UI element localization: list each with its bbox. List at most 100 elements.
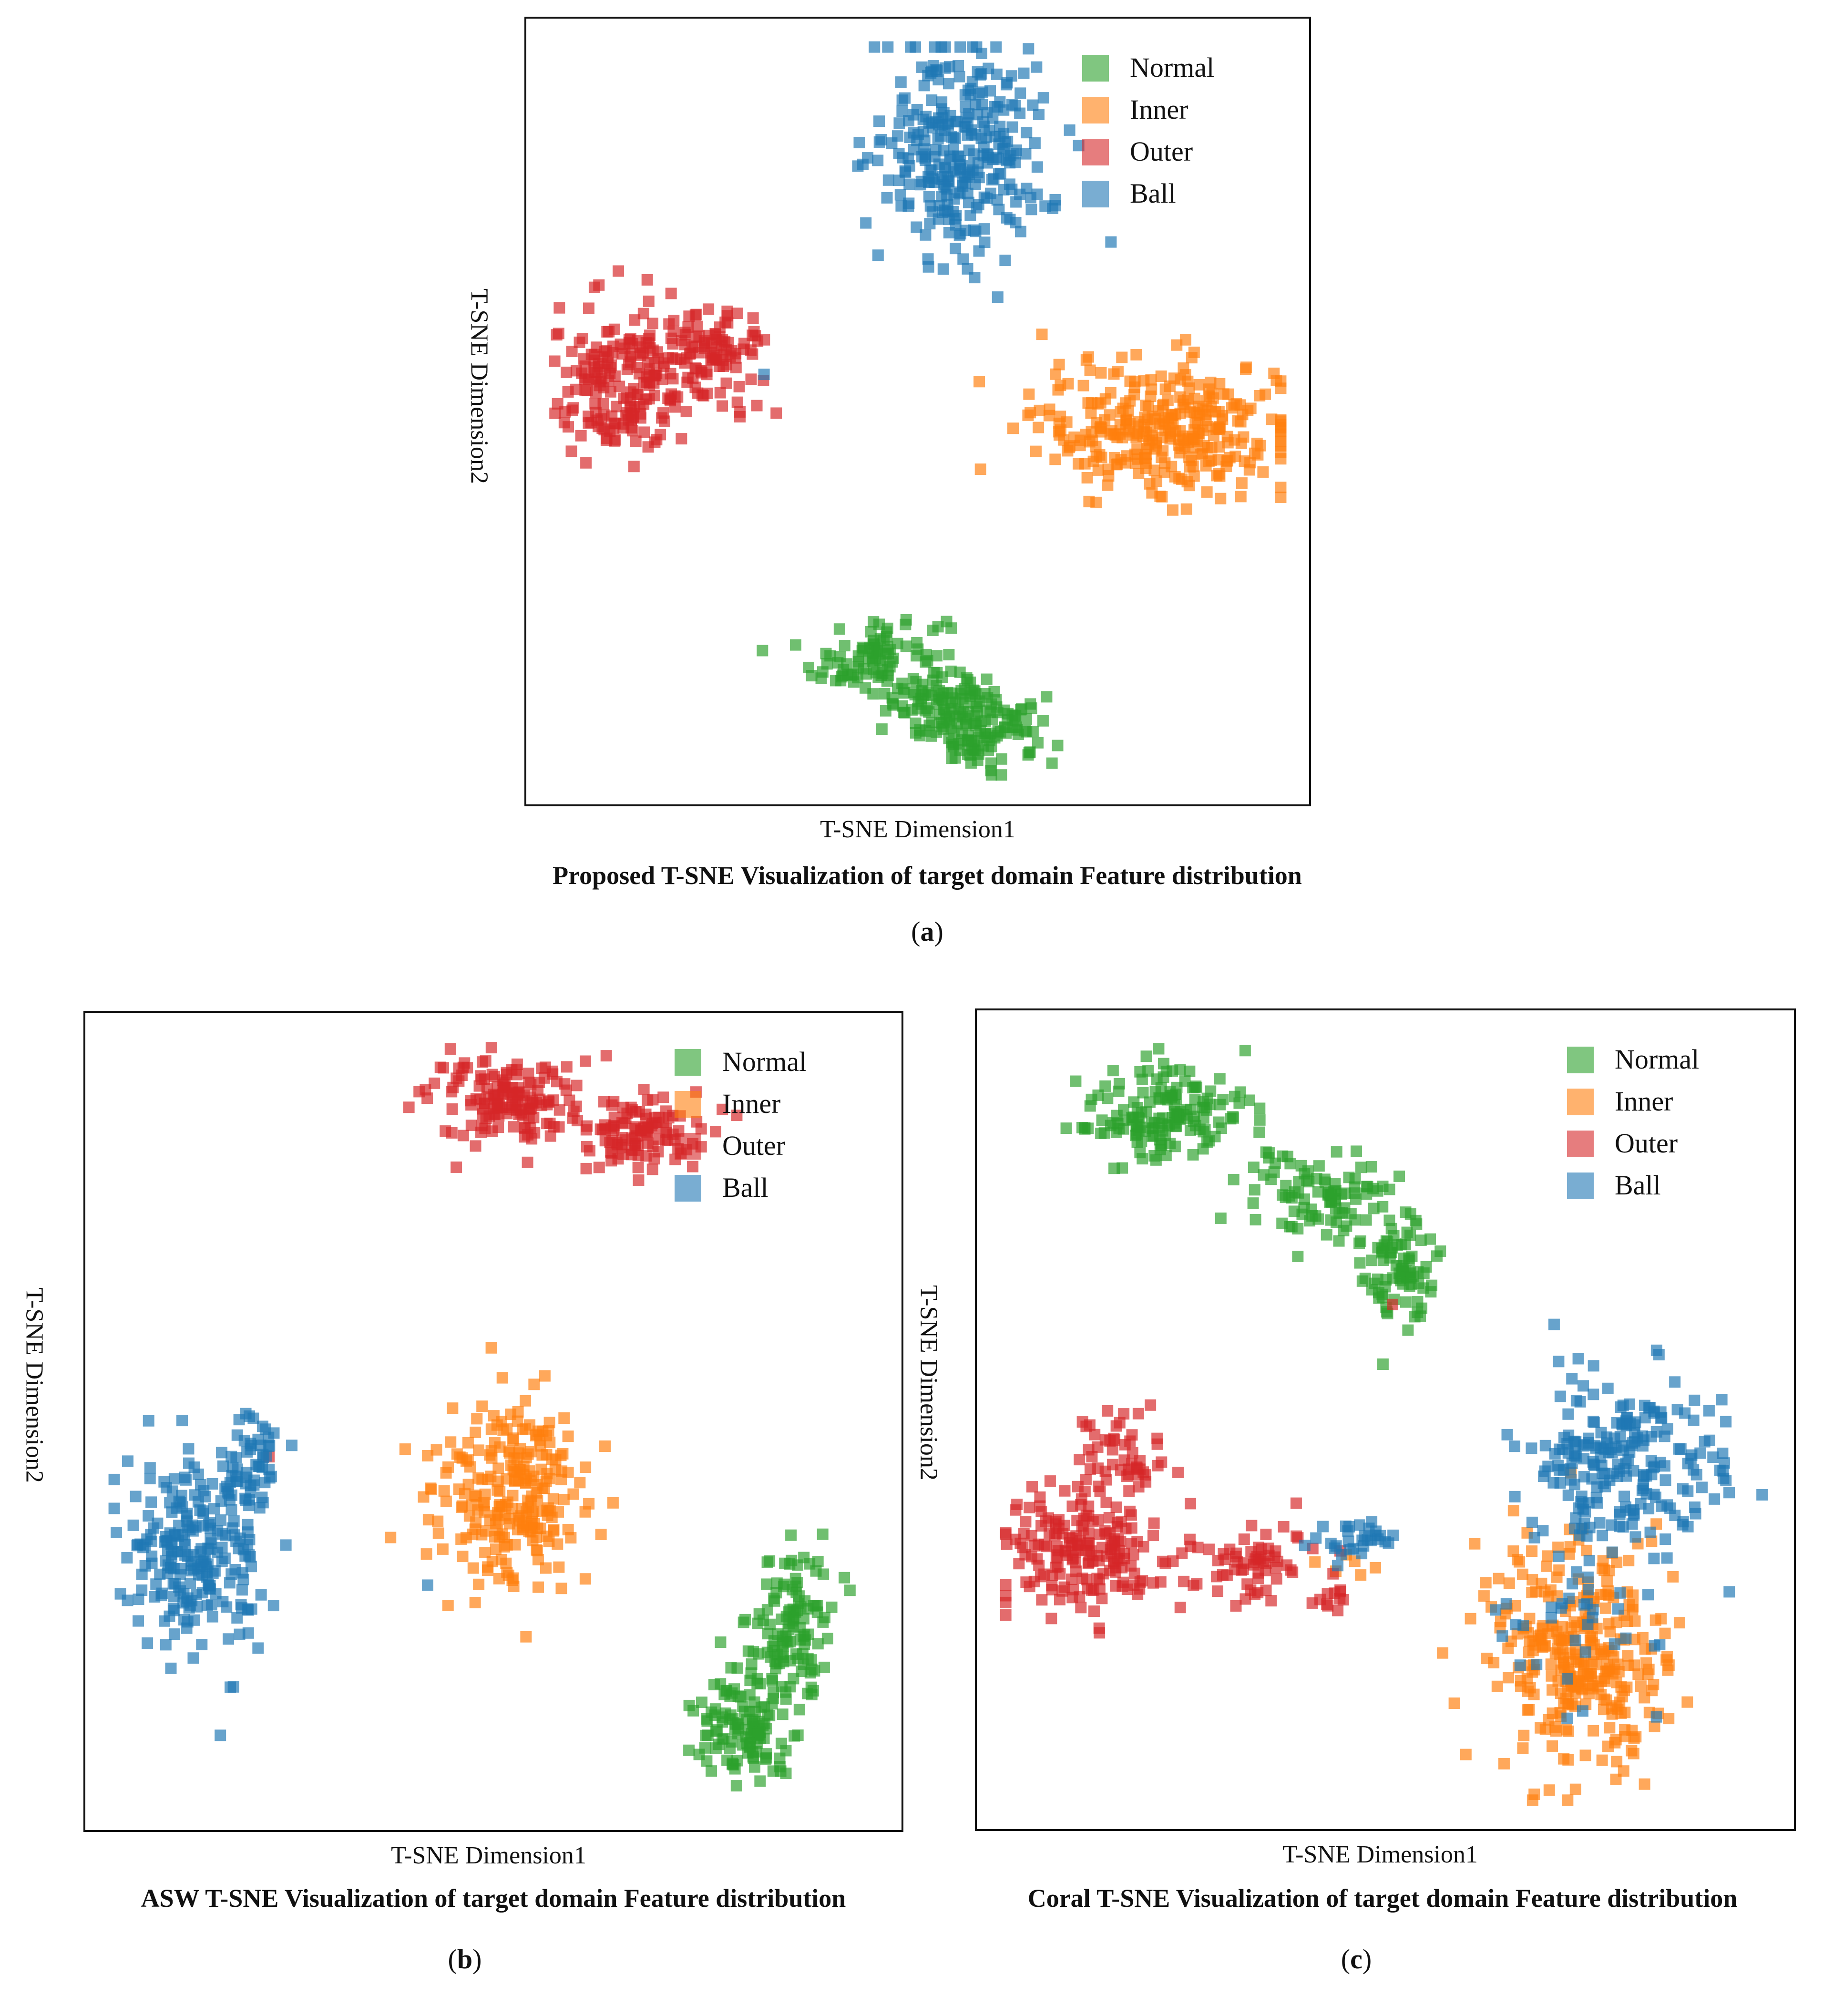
point-ball <box>1554 1477 1566 1489</box>
point-inner <box>1266 413 1278 425</box>
point-inner <box>1102 463 1114 475</box>
point-outer <box>722 337 734 349</box>
point-ball <box>926 94 938 106</box>
point-outer <box>1092 1514 1104 1526</box>
point-normal <box>844 1584 856 1596</box>
point-ball <box>182 1521 194 1533</box>
point-inner <box>1275 440 1287 452</box>
point-inner <box>973 376 985 388</box>
point-normal <box>1197 1101 1209 1113</box>
point-normal <box>1402 1324 1414 1336</box>
point-inner <box>447 1402 459 1414</box>
point-ball <box>1621 1411 1633 1423</box>
point-ball <box>1577 1705 1588 1717</box>
point-outer <box>594 380 605 391</box>
point-inner <box>1082 351 1094 363</box>
point-inner <box>1543 1784 1555 1796</box>
point-ball <box>1509 1440 1521 1452</box>
point-inner <box>1562 1794 1574 1806</box>
point-normal <box>1330 1203 1342 1214</box>
point-inner <box>432 1527 444 1539</box>
point-ball <box>231 1612 243 1624</box>
point-normal <box>1009 710 1021 722</box>
point-inner <box>974 463 986 475</box>
point-outer <box>1278 1521 1290 1533</box>
point-outer <box>553 328 564 339</box>
point-ball <box>191 1589 203 1601</box>
point-normal <box>782 1636 794 1648</box>
scatter-plot-a: Normal Inner Outer Ball <box>524 17 1311 806</box>
point-ball <box>869 41 881 53</box>
point-normal <box>1404 1208 1416 1220</box>
point-ball <box>121 1552 133 1564</box>
point-outer <box>1157 1555 1169 1567</box>
point-ball <box>1031 188 1043 200</box>
point-normal <box>767 1765 779 1777</box>
point-inner <box>1023 388 1035 400</box>
point-inner <box>425 1483 437 1495</box>
point-normal <box>1338 1224 1350 1236</box>
point-outer <box>606 410 618 422</box>
point-outer <box>1000 1609 1012 1621</box>
point-outer <box>1024 1581 1035 1593</box>
point-outer <box>634 341 646 353</box>
point-ball <box>950 166 962 178</box>
point-outer <box>1024 1502 1035 1513</box>
point-normal <box>748 1646 759 1658</box>
point-inner <box>517 1521 529 1533</box>
point-normal <box>1119 1114 1131 1126</box>
point-ball <box>1723 1487 1735 1499</box>
point-ball <box>225 1681 236 1693</box>
point-outer <box>1066 1540 1078 1552</box>
point-normal <box>1277 1150 1289 1162</box>
point-normal <box>1187 1149 1199 1161</box>
point-outer <box>604 386 616 398</box>
point-inner <box>553 1561 565 1573</box>
point-outer <box>658 415 670 427</box>
point-normal <box>789 1730 800 1742</box>
point-ball <box>233 1414 245 1426</box>
point-outer <box>1269 1551 1281 1563</box>
point-normal <box>761 1604 773 1616</box>
point-normal <box>995 769 1007 781</box>
point-inner <box>1200 460 1212 472</box>
point-ball <box>1660 1474 1671 1486</box>
point-outer <box>1322 1600 1334 1612</box>
point-outer <box>1042 1512 1054 1524</box>
point-ball <box>1014 87 1026 99</box>
point-normal <box>897 700 909 712</box>
point-ball <box>1696 1481 1708 1493</box>
point-ball <box>225 1489 237 1501</box>
point-inner <box>1156 491 1168 503</box>
point-ball <box>1548 1318 1560 1330</box>
point-normal <box>821 658 833 670</box>
point-normal <box>751 1673 763 1685</box>
point-ball <box>924 200 936 212</box>
point-ball <box>1675 1443 1687 1455</box>
point-ball <box>1618 1444 1629 1456</box>
point-normal <box>945 697 957 709</box>
chart-title-a: Proposed T-SNE Visualization of target d… <box>553 861 1302 890</box>
point-normal <box>1025 702 1037 714</box>
point-inner <box>457 1551 469 1563</box>
point-outer <box>533 1077 545 1089</box>
point-ball <box>224 1577 236 1589</box>
point-normal <box>867 655 879 667</box>
point-outer <box>1087 1584 1099 1596</box>
point-ball <box>234 1532 246 1544</box>
point-ball <box>1554 1390 1566 1402</box>
point-ball <box>188 1614 200 1626</box>
point-outer <box>1252 1567 1264 1579</box>
point-outer <box>579 384 591 396</box>
point-inner <box>558 1493 570 1505</box>
point-outer <box>403 1101 415 1113</box>
point-normal <box>1434 1245 1446 1257</box>
point-outer <box>611 401 623 412</box>
point-ball <box>1570 1512 1582 1524</box>
point-ball <box>1018 67 1030 79</box>
point-ball <box>1619 1491 1630 1502</box>
legend-label-outer: Outer <box>1130 136 1193 167</box>
point-inner <box>1588 1725 1599 1737</box>
point-inner <box>1648 1678 1660 1690</box>
point-outer <box>1211 1585 1223 1597</box>
